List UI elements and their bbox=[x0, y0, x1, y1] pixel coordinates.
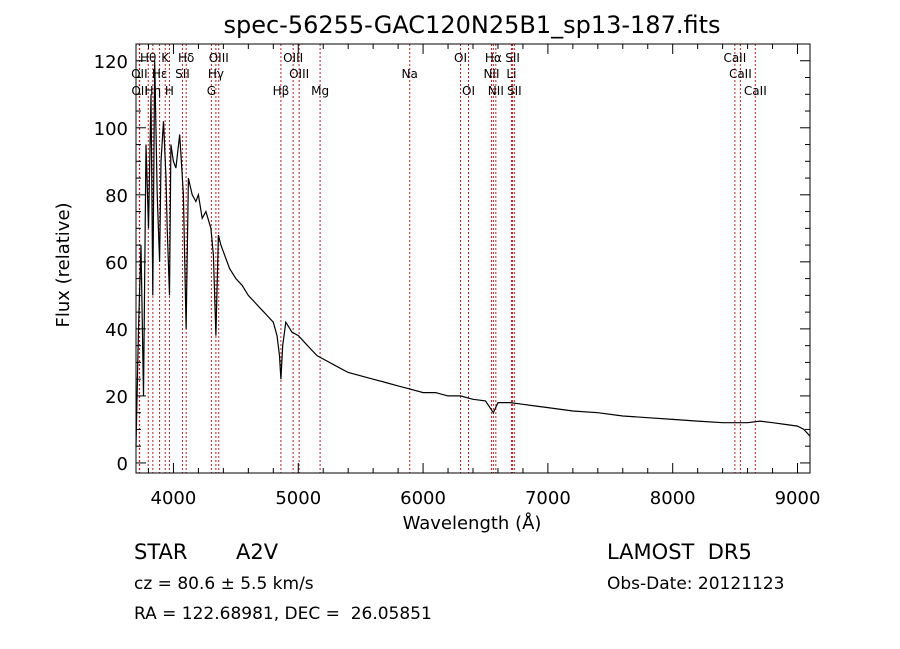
line-label: OI bbox=[454, 51, 467, 65]
x-tick-label: 9000 bbox=[775, 488, 821, 509]
line-label: Li bbox=[506, 67, 516, 81]
y-tick-label: 120 bbox=[94, 52, 128, 73]
chart-title: spec-56255-GAC120N25B1_sp13-187.fits bbox=[223, 11, 720, 39]
object-class: STAR bbox=[134, 540, 188, 564]
line-label: Hα bbox=[485, 51, 502, 65]
observation-date: Obs-Date: 20121123 bbox=[607, 574, 785, 594]
spectral-line-markers bbox=[138, 44, 756, 473]
ra-dec: RA = 122.68981, DEC = 26.05851 bbox=[134, 604, 432, 624]
x-tick-label: 8000 bbox=[650, 488, 696, 509]
line-label: Hδ bbox=[178, 51, 194, 65]
line-label: Hθ bbox=[140, 51, 156, 65]
line-label: OIII bbox=[289, 67, 309, 81]
y-tick-label: 60 bbox=[105, 253, 128, 274]
line-label: Hβ bbox=[273, 84, 290, 98]
y-axis: 0 20 40 60 80 100 120 bbox=[94, 52, 810, 475]
survey-name: LAMOST DR5 bbox=[607, 540, 752, 564]
y-axis-label: Flux (relative) bbox=[53, 202, 74, 327]
x-tick-label: 4000 bbox=[151, 488, 197, 509]
line-label: SII bbox=[175, 67, 190, 81]
line-label: OII bbox=[131, 67, 148, 81]
x-tick-label: 5000 bbox=[275, 488, 321, 509]
line-label: CaII bbox=[744, 84, 767, 98]
line-label: CaII bbox=[729, 67, 752, 81]
line-label: NII bbox=[483, 67, 499, 81]
line-label: OI bbox=[462, 84, 475, 98]
redshift-cz: cz = 80.6 ± 5.5 km/s bbox=[134, 574, 314, 594]
x-tick-label: 6000 bbox=[400, 488, 446, 509]
object-subclass: A2V bbox=[236, 540, 279, 564]
line-label: OIII bbox=[209, 51, 229, 65]
line-label: OIII bbox=[283, 51, 303, 65]
spectrum-line bbox=[135, 60, 811, 447]
y-tick-label: 80 bbox=[105, 186, 128, 207]
y-tick-label: 40 bbox=[105, 320, 128, 341]
line-label: CaII bbox=[723, 51, 746, 65]
line-label: SII bbox=[507, 84, 522, 98]
y-tick-label: 0 bbox=[117, 454, 128, 475]
line-label: Mg bbox=[311, 84, 329, 98]
line-label: Hε bbox=[152, 67, 168, 81]
line-label: Na bbox=[402, 67, 418, 81]
line-label: NII bbox=[488, 84, 504, 98]
x-axis-label: Wavelength (Å) bbox=[403, 512, 542, 534]
line-label: Hη bbox=[145, 84, 162, 98]
x-axis: 4000 5000 6000 7000 8000 9000 bbox=[147, 44, 821, 509]
y-tick-label: 100 bbox=[94, 119, 128, 140]
line-label: OII bbox=[131, 84, 148, 98]
x-tick-label: 7000 bbox=[525, 488, 571, 509]
line-label: K bbox=[161, 51, 170, 65]
line-label: SII bbox=[505, 51, 520, 65]
line-label: Hγ bbox=[208, 67, 224, 81]
line-label: G bbox=[207, 84, 216, 98]
plot-frame bbox=[135, 43, 811, 474]
y-tick-label: 20 bbox=[105, 387, 128, 408]
line-label: H bbox=[165, 84, 174, 98]
